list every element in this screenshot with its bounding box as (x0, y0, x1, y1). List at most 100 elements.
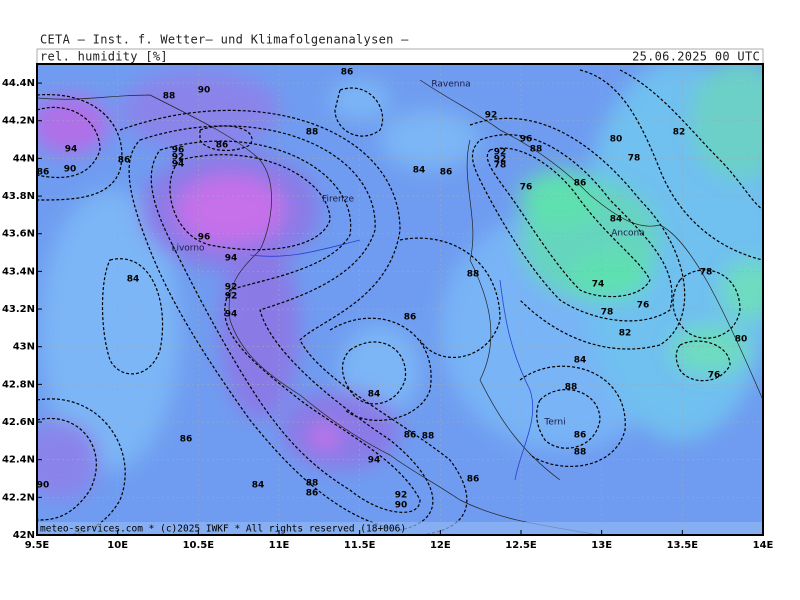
copyright: meteo-services.com * (c)2025 IWKF * All … (40, 524, 406, 535)
contour-label: 88 (467, 270, 480, 280)
contour-label: 90 (198, 86, 211, 96)
contour-label: 88 (574, 448, 587, 458)
y-tick-label: 43.8N (2, 191, 35, 202)
contour-label: 88 (306, 128, 319, 138)
city-label: Ancona (611, 229, 645, 239)
contour-label: 88 (422, 432, 435, 442)
contour-label: 86 (180, 435, 193, 445)
contour-label: 92 (395, 491, 408, 501)
contour-label: 86 (404, 313, 417, 323)
contour-label: 84 (252, 481, 265, 491)
x-tick-label: 13E (591, 540, 612, 551)
y-tick-label: 43N (13, 342, 35, 353)
y-tick-label: 43.4N (2, 266, 35, 277)
contour-label: 96 (198, 233, 211, 243)
city-label: Ravenna (431, 80, 470, 90)
contour-label: 96 (520, 135, 533, 145)
contour-label: 88 (306, 479, 319, 489)
contour-label: 74 (592, 280, 605, 290)
contour-label: 82 (673, 128, 686, 138)
contour-label: 84 (127, 275, 140, 285)
contour-label: 78 (700, 268, 713, 278)
contour-label: 86 (37, 168, 50, 178)
city-label: Livorno (171, 244, 205, 254)
contour-label: 92 (485, 111, 498, 121)
contour-label: 82 (619, 329, 632, 339)
contour-label: 90 (64, 165, 77, 175)
contour-label: 92 (225, 292, 238, 302)
contour-label: 86 (216, 141, 229, 151)
valid-time: 25.06.2025 00 UTC (632, 50, 760, 64)
contour-label: 88 (530, 145, 543, 155)
frame (36, 63, 764, 536)
contour-label: 86 (306, 489, 319, 499)
contour-label: 76 (520, 183, 533, 193)
x-tick-label: 11E (269, 540, 290, 551)
contour-label: 94 (65, 145, 78, 155)
contour-label: 86 (574, 179, 587, 189)
x-tick-label: 14E (753, 540, 774, 551)
city-label: Terni (543, 418, 565, 428)
contour-label: 76 (637, 301, 650, 311)
contour-label: 86 (574, 431, 587, 441)
y-tick-label: 44N (13, 153, 35, 164)
contour-label: 88 (163, 92, 176, 102)
contour-label: 88 (565, 383, 578, 393)
field: 8688909294908686888696929496889292788082… (37, 64, 763, 535)
header-title: CETA — Inst. f. Wetter— und Klimafolgena… (40, 33, 409, 47)
contour-label: 78 (494, 161, 507, 171)
y-tick-label: 42.8N (2, 379, 35, 390)
contour-label: 92 (172, 153, 185, 163)
contour-label: 90 (37, 481, 50, 491)
contour-label: 90 (395, 501, 408, 511)
contour-label: 78 (628, 154, 641, 164)
grid (37, 64, 763, 535)
contour-labels: 8688909294908686888696929496889292788082… (37, 68, 748, 511)
y-tick-label: 43.2N (2, 304, 35, 315)
contour-label: 86 (467, 475, 480, 485)
field-name: rel. humidity [%] (40, 50, 168, 64)
cities: Ravenna Firenze Livorno Ancona Terni (171, 80, 644, 428)
contour-label: 86 (118, 156, 131, 166)
x-tick-label: 11.5E (344, 540, 376, 551)
field-shading (37, 64, 763, 500)
y-tick-label: 44.4N (2, 78, 35, 89)
coastline (37, 79, 763, 535)
y-tick-label: 42.2N (2, 492, 35, 503)
axes: 9.5E 10E 10.5E 11E 11.5E 12E 12.5E 13E 13.5E 14E 4… (2, 78, 774, 551)
contour-label: 96 (172, 146, 185, 156)
contour-label: 78 (601, 308, 614, 318)
contour-label: 86 (341, 68, 354, 78)
x-tick-label: 13.5E (667, 540, 699, 551)
contour-label: 86 (440, 168, 453, 178)
x-tick-label: 12.5E (505, 540, 537, 551)
x-tick-label: 10E (107, 540, 128, 551)
contour-label: 84 (413, 166, 426, 176)
contour-label: 94 (225, 254, 238, 264)
contour-label: 84 (574, 356, 587, 366)
contour-label: 94 (172, 160, 185, 170)
contour-label: 92 (494, 155, 507, 165)
y-tick-label: 44.2N (2, 116, 35, 127)
y-tick-label: 42.6N (2, 417, 35, 428)
x-tick-label: 12E (430, 540, 451, 551)
contour-label: 94 (368, 456, 381, 466)
city-label: Firenze (322, 195, 354, 205)
y-tick-label: 42.4N (2, 455, 35, 466)
contour-label: 92 (494, 148, 507, 158)
contour-label: 80 (610, 135, 623, 145)
y-tick-label: 42N (13, 530, 35, 541)
contour-label: 94 (225, 310, 238, 320)
contour-label: 84 (610, 215, 623, 225)
footer-band (37, 522, 763, 535)
contour-label: 92 (225, 283, 238, 293)
contour-label: 84 (368, 390, 381, 400)
contour-label: 86 (404, 431, 417, 441)
contour-label: 80 (735, 335, 748, 345)
y-tick-label: 43.6N (2, 229, 35, 240)
x-tick-label: 9.5E (25, 540, 50, 551)
x-tick-label: 10.5E (183, 540, 215, 551)
contour-label: 76 (708, 371, 721, 381)
